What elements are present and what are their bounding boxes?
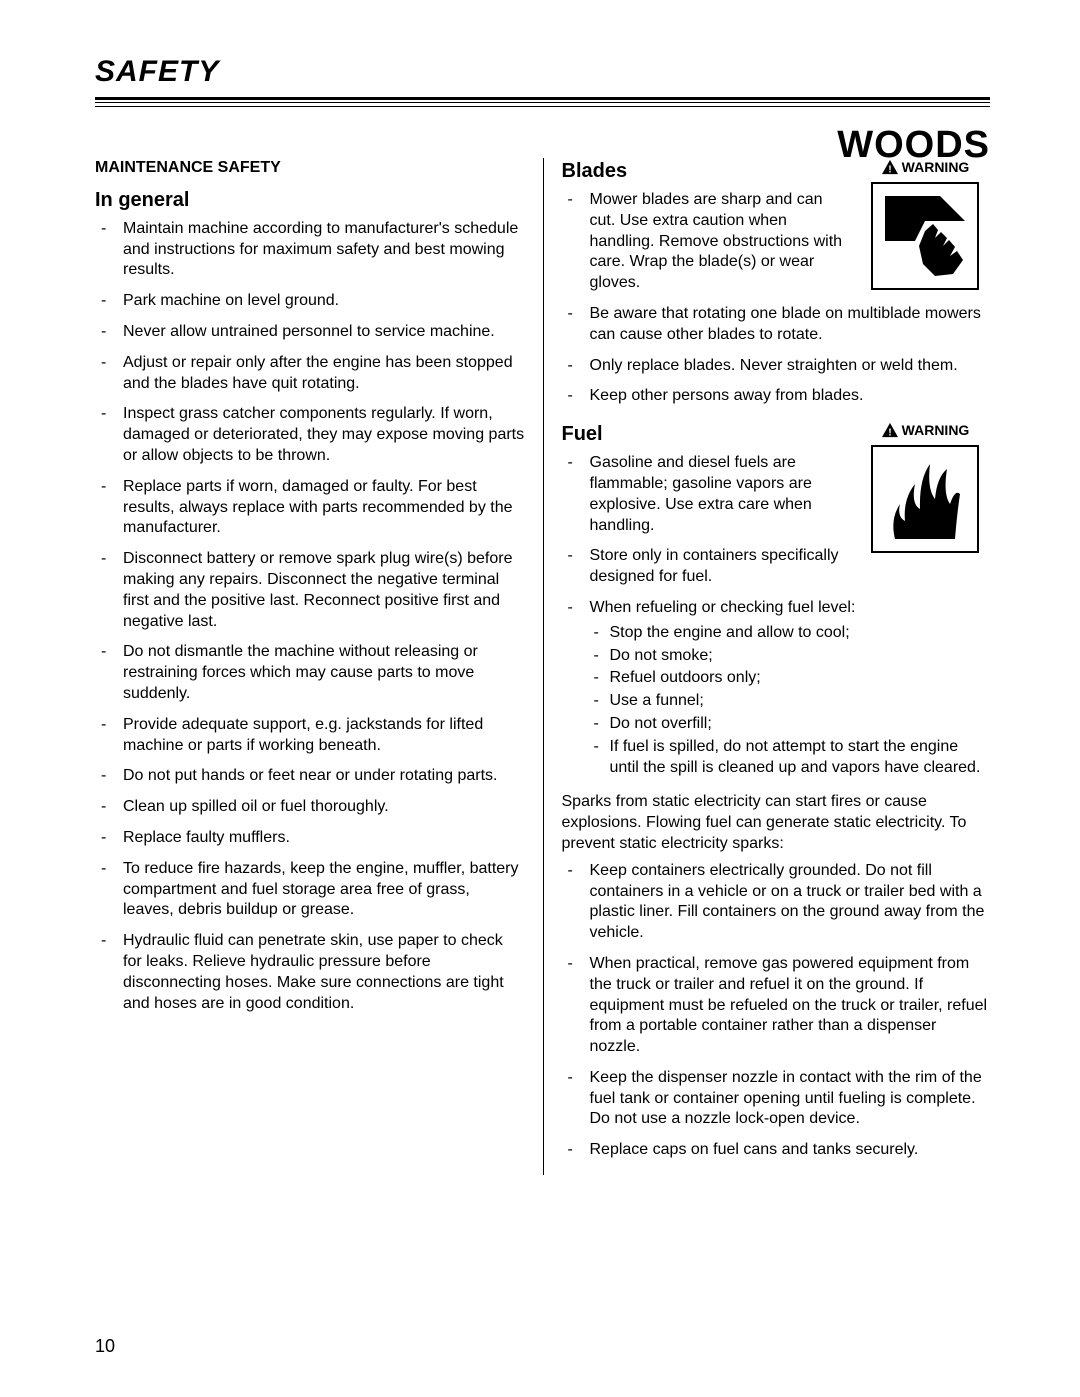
list-item: Keep the dispenser nozzle in contact wit… [562, 1068, 991, 1130]
list-item: Replace faulty mufflers. [95, 828, 525, 849]
safety-title: SAFETY [95, 55, 219, 89]
list-item: Keep containers electrically grounded. D… [562, 861, 991, 944]
refuel-sublist: Stop the engine and allow to cool; Do no… [590, 623, 991, 779]
left-column: MAINTENANCE SAFETY In general Maintain m… [95, 158, 543, 1175]
list-item: When refueling or checking fuel level: S… [562, 598, 991, 778]
content-columns: MAINTENANCE SAFETY In general Maintain m… [95, 158, 990, 1175]
brand-logo: WOODS [837, 124, 990, 167]
page-header: SAFETY WOODS [95, 55, 990, 89]
list-item: Inspect grass catcher components regular… [95, 404, 525, 466]
list-item: Park machine on level ground. [95, 291, 525, 312]
svg-text:!: ! [888, 428, 891, 439]
list-item: Never allow untrained personnel to servi… [95, 322, 525, 343]
list-item: Keep other persons away from blades. [562, 386, 991, 407]
list-item: Mower blades are sharp and can cut. Use … [562, 190, 991, 294]
list-item: Do not dismantle the machine without rel… [95, 642, 525, 704]
maintenance-safety-heading: MAINTENANCE SAFETY [95, 158, 525, 179]
header-rules [95, 97, 990, 108]
list-item: Only replace blades. Never straighten or… [562, 356, 991, 377]
blades-list: Mower blades are sharp and can cut. Use … [562, 190, 991, 407]
list-item: Do not smoke; [590, 646, 991, 667]
in-general-list: Maintain machine according to manufactur… [95, 219, 525, 1015]
list-item: To reduce fire hazards, keep the engine,… [95, 859, 525, 921]
list-item: Replace caps on fuel cans and tanks secu… [562, 1140, 991, 1161]
warning-text: WARNING [902, 421, 970, 439]
list-item: Do not overfill; [590, 714, 991, 735]
page-number: 10 [95, 1336, 115, 1357]
list-item: Refuel outdoors only; [590, 668, 991, 689]
fuel-list-top: Gasoline and diesel fuels are flammable;… [562, 453, 991, 778]
list-item: Use a funnel; [590, 691, 991, 712]
list-item: Be aware that rotating one blade on mult… [562, 304, 991, 346]
list-item: Disconnect battery or remove spark plug … [95, 549, 525, 632]
warning-label: ! WARNING [860, 421, 990, 439]
static-paragraph: Sparks from static electricity can start… [562, 792, 991, 854]
list-item: Replace parts if worn, damaged or faulty… [95, 477, 525, 539]
static-list: Keep containers electrically grounded. D… [562, 861, 991, 1161]
list-item: When practical, remove gas powered equip… [562, 954, 991, 1058]
list-item: Provide adequate support, e.g. jackstand… [95, 715, 525, 757]
list-item: Maintain machine according to manufactur… [95, 219, 525, 281]
warning-triangle-icon: ! [881, 422, 899, 438]
list-item: Stop the engine and allow to cool; [590, 623, 991, 644]
list-item: Clean up spilled oil or fuel thoroughly. [95, 797, 525, 818]
list-item: Store only in containers specifically de… [562, 546, 991, 588]
list-item: If fuel is spilled, do not attempt to st… [590, 737, 991, 779]
right-column: ! WARNING Blades Mower blades are sharp … [543, 158, 991, 1175]
in-general-heading: In general [95, 187, 525, 213]
list-item: Do not put hands or feet near or under r… [95, 766, 525, 787]
refuel-intro: When refueling or checking fuel level: [590, 599, 856, 616]
list-item: Adjust or repair only after the engine h… [95, 353, 525, 395]
list-item: Hydraulic fluid can penetrate skin, use … [95, 931, 525, 1014]
list-item: Gasoline and diesel fuels are flammable;… [562, 453, 991, 536]
